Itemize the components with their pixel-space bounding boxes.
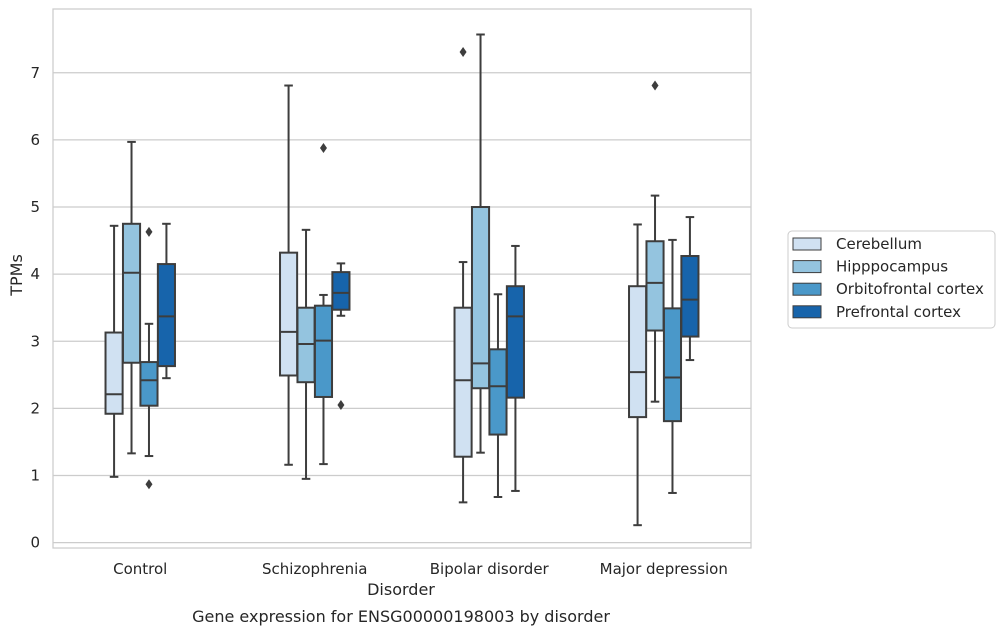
legend-label: Hipppocampus: [836, 258, 948, 276]
plot-frame: [52, 8, 752, 549]
box-iqr: [313, 304, 334, 398]
outlier-point: [459, 46, 467, 57]
y-tick-label: 0: [30, 534, 40, 552]
box-2-3: [505, 244, 525, 492]
box-0-0: [104, 224, 124, 478]
legend-swatch: [792, 260, 822, 274]
y-tick-label: 4: [30, 265, 40, 283]
box-iqr: [505, 285, 525, 399]
x-tick-label: Schizophrenia: [262, 560, 367, 578]
box-iqr: [662, 307, 683, 423]
y-tick-label: 7: [30, 64, 40, 82]
box-iqr: [121, 222, 142, 364]
y-tick-label: 1: [30, 467, 40, 485]
box-1-2: [313, 142, 334, 466]
outlier-point: [145, 226, 153, 237]
box-1-0: [279, 84, 299, 466]
box-iqr: [139, 361, 159, 407]
x-axis-ticks: Control Schizophrenia Bipolar disorder Majo…: [113, 560, 728, 578]
box-iqr: [453, 306, 473, 458]
legend-swatch: [792, 237, 822, 251]
box-iqr: [331, 271, 351, 311]
box-iqr: [488, 348, 508, 436]
legend: Cerebellum Hipppocampus Orbitofrontal cort…: [787, 230, 996, 329]
outlier-point: [145, 479, 153, 490]
box-iqr: [680, 255, 700, 338]
box-3-0: [628, 223, 648, 527]
y-tick-label: 2: [30, 399, 40, 417]
y-tick-label: 5: [30, 198, 40, 216]
box-3-1: [645, 80, 665, 403]
chart-caption: Gene expression for ENSG00000198003 by d…: [192, 607, 610, 626]
box-iqr: [645, 240, 665, 332]
box-0-1: [121, 140, 142, 455]
outlier-point: [337, 400, 345, 411]
y-axis-ticks: 0 1 2 3 4 5 6 7: [30, 64, 40, 552]
legend-swatch: [792, 305, 822, 319]
box-series: [104, 33, 700, 527]
box-2-1: [470, 33, 491, 454]
box-3-3: [680, 216, 700, 362]
box-iqr: [296, 306, 316, 384]
y-tick-label: 3: [30, 332, 40, 350]
x-tick-label: Bipolar disorder: [430, 560, 550, 578]
legend-frame: [787, 230, 996, 329]
legend-label: Cerebellum: [836, 235, 922, 253]
x-tick-label: Major depression: [600, 560, 728, 578]
box-0-2: [139, 226, 159, 490]
box-1-1: [296, 228, 316, 480]
legend-label: Orbitofrontal cortex: [836, 280, 984, 298]
outlier-point: [319, 142, 327, 153]
x-axis-label: Disorder: [367, 580, 435, 599]
legend-label: Prefrontal cortex: [836, 303, 961, 321]
box-iqr: [156, 263, 176, 368]
box-1-3: [331, 262, 351, 411]
box-2-2: [488, 293, 508, 498]
legend-swatch: [792, 282, 822, 296]
box-0-3: [156, 222, 176, 380]
box-iqr: [279, 251, 299, 377]
x-tick-label: Control: [113, 560, 167, 578]
y-axis-label: TPMs: [7, 254, 26, 297]
box-iqr: [628, 285, 648, 419]
box-iqr: [104, 331, 124, 415]
box-3-2: [662, 238, 683, 494]
outlier-point: [651, 80, 659, 91]
box-iqr: [470, 206, 491, 390]
y-tick-label: 6: [30, 131, 40, 149]
